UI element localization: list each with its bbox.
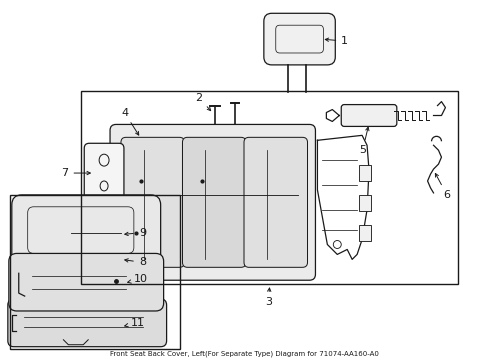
FancyBboxPatch shape [121, 137, 184, 267]
Bar [358, 165, 370, 181]
FancyBboxPatch shape [8, 299, 166, 347]
Bar [81, 91, 457, 284]
Text: 3: 3 [264, 288, 271, 307]
FancyBboxPatch shape [84, 143, 123, 208]
Text: 9: 9 [124, 228, 145, 238]
Text: 6: 6 [434, 174, 449, 200]
Text: Front Seat Back Cover, Left(For Separate Type) Diagram for 71074-AA160-A0: Front Seat Back Cover, Left(For Separate… [109, 350, 378, 357]
Text: 7: 7 [61, 168, 90, 178]
Text: 5: 5 [358, 127, 368, 155]
Text: 1: 1 [325, 36, 347, 46]
FancyBboxPatch shape [341, 105, 396, 126]
Text: 10: 10 [127, 274, 147, 284]
Text: 2: 2 [195, 93, 210, 111]
Text: 8: 8 [124, 257, 145, 267]
FancyBboxPatch shape [9, 253, 163, 311]
Bar [10, 195, 180, 349]
FancyBboxPatch shape [110, 125, 315, 280]
Text: 4: 4 [121, 108, 139, 135]
FancyBboxPatch shape [244, 137, 307, 267]
FancyBboxPatch shape [264, 13, 335, 65]
FancyBboxPatch shape [182, 137, 245, 267]
Text: 11: 11 [124, 318, 144, 328]
Bar [358, 195, 370, 211]
Bar [358, 225, 370, 240]
FancyBboxPatch shape [12, 195, 161, 269]
